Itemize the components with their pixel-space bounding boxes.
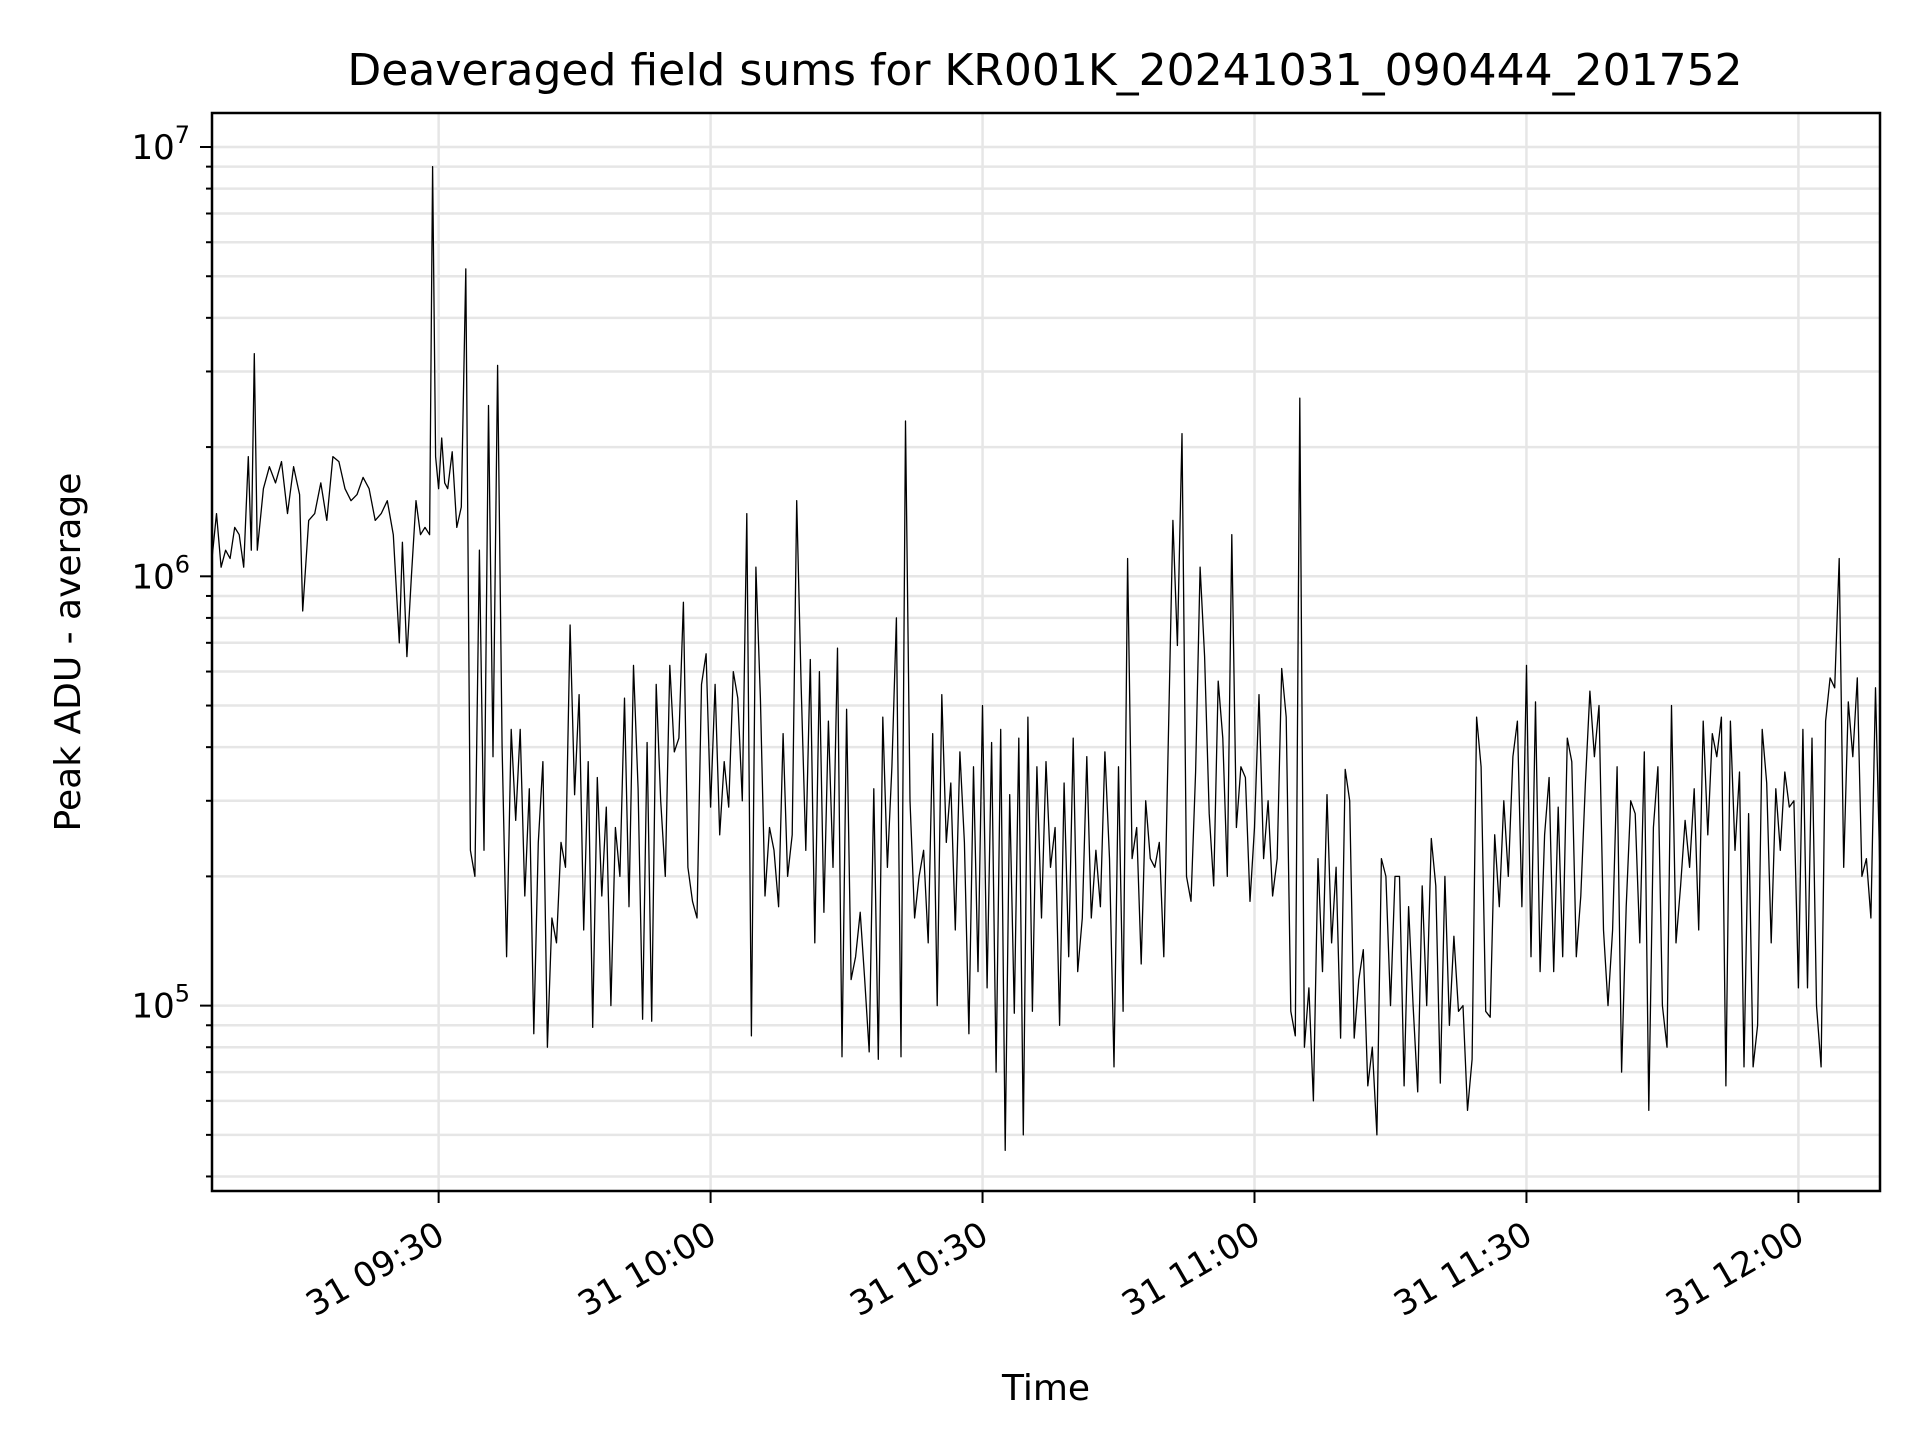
x-tick-label: 31 11:30: [1387, 1214, 1539, 1325]
series-layer: [211, 165, 1881, 1152]
x-axis-label: Time: [1001, 1368, 1090, 1409]
y-tick-label: 106: [131, 550, 190, 597]
y-tick-label: 105: [131, 980, 190, 1027]
x-tick-label: 31 11:00: [1115, 1214, 1267, 1325]
y-axis-label: Peak ADU - average: [48, 473, 89, 832]
x-tick-label: 31 12:00: [1659, 1214, 1811, 1325]
x-tick-label: 31 10:30: [843, 1214, 995, 1325]
x-tick-label: 31 09:30: [299, 1214, 451, 1325]
series-line: [211, 165, 1881, 1152]
y-tick-label: 107: [131, 121, 190, 168]
axis-ticks: 105 106 107 31 09:30 31 10:00 31 10:30 31 11:0…: [131, 121, 1810, 1325]
grid: [212, 113, 1880, 1191]
chart-title: Deaveraged field sums for KR001K_2024103…: [347, 45, 1742, 96]
x-tick-label: 31 10:00: [571, 1214, 723, 1325]
plot-frame: [210, 111, 1882, 1193]
